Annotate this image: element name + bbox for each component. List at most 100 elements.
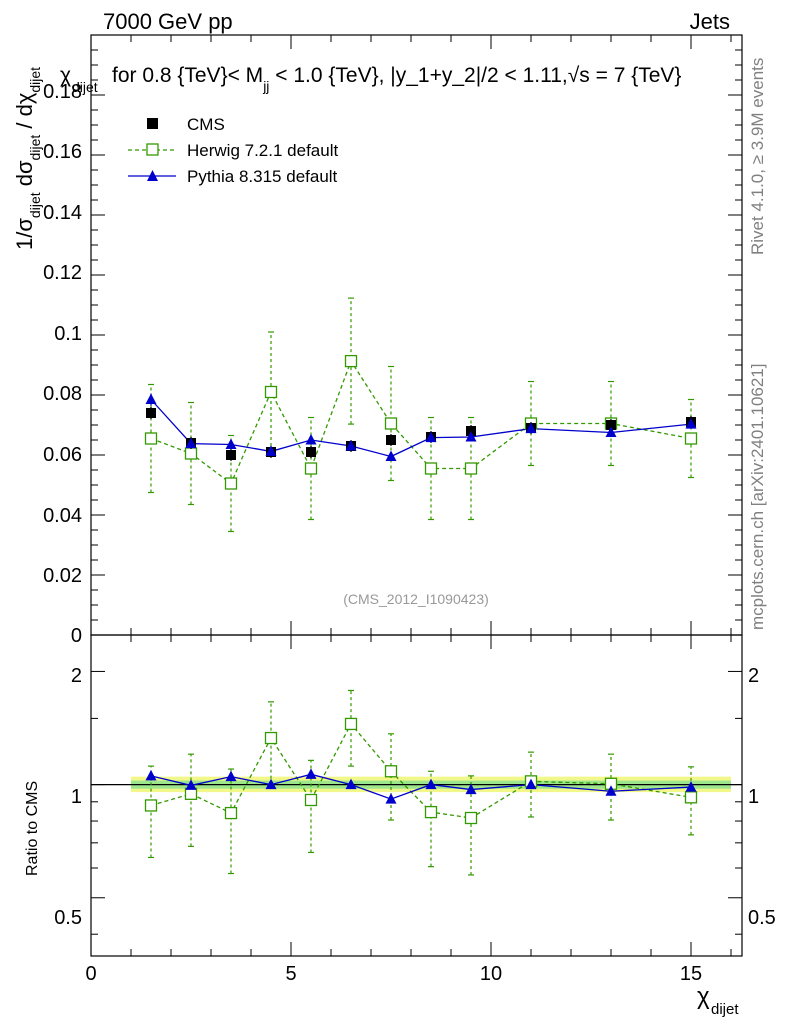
legend-label: CMS bbox=[187, 115, 225, 134]
legend-marker-herwig bbox=[146, 143, 159, 156]
axis-ticks bbox=[90, 34, 742, 956]
ratio-plot-frame bbox=[90, 634, 743, 957]
y-tick-label: 0.04 bbox=[43, 505, 82, 527]
herwig-point bbox=[344, 354, 358, 368]
pythia-point bbox=[525, 422, 537, 434]
ratio-tick-label: 0.5 bbox=[54, 907, 82, 929]
ratio-plot-series bbox=[91, 689, 742, 876]
herwig-line bbox=[150, 359, 692, 485]
pythia-point bbox=[385, 450, 397, 461]
pythia-ratio-point bbox=[605, 785, 617, 796]
y-tick-label: 0.1 bbox=[54, 323, 82, 345]
main-plot-series bbox=[144, 297, 698, 533]
ratio-y-axis-label: Ratio to CMS bbox=[24, 781, 41, 876]
mcplots-label: mcplots.cern.ch [arXiv:2401.10621] bbox=[748, 364, 767, 630]
legend-marker-cms bbox=[147, 118, 158, 129]
ratio-tick-label-right: 2 bbox=[748, 665, 759, 687]
herwig-ratio-point bbox=[264, 731, 278, 745]
herwig-point bbox=[384, 417, 398, 430]
ratio-tick-label-right: 0.5 bbox=[748, 907, 776, 929]
y-tick-label: 0.02 bbox=[43, 565, 82, 587]
herwig-point bbox=[304, 462, 318, 475]
x-axis-label: χ dijet bbox=[697, 983, 739, 1018]
pythia-ratio-point bbox=[465, 783, 477, 795]
herwig-ratio-point bbox=[384, 765, 398, 778]
legend-marker-pythia bbox=[147, 170, 158, 181]
x-tick-label: 5 bbox=[285, 963, 296, 985]
pythia-point bbox=[225, 438, 237, 449]
pythia-ratio-point bbox=[425, 778, 437, 790]
pythia-ratio-point bbox=[525, 778, 537, 790]
x-tick-label: 10 bbox=[480, 963, 502, 985]
herwig-ratio-point bbox=[184, 787, 198, 800]
analysis-watermark: (CMS_2012_I1090423) bbox=[343, 591, 489, 607]
pythia-ratio-point bbox=[185, 779, 197, 790]
legend: CMS Herwig 7.2.1 default Pythia 8.315 de… bbox=[128, 115, 338, 186]
title-main: for 0.8 {TeV}< Mjj < 1.0 {TeV}, |y_1+y_2… bbox=[112, 64, 681, 94]
cms-point bbox=[146, 408, 156, 418]
cms-point bbox=[226, 450, 236, 460]
x-tick-label: 15 bbox=[680, 963, 702, 985]
ratio-y-tick-labels: 0.5 1 2 0.5 1 2 bbox=[54, 665, 776, 929]
legend-entry-herwig: Herwig 7.2.1 default bbox=[128, 141, 338, 160]
herwig-ratio-point bbox=[304, 793, 318, 807]
pythia-ratio-point bbox=[225, 770, 237, 782]
legend-label: Pythia 8.315 default bbox=[187, 167, 338, 186]
legend-label: Herwig 7.2.1 default bbox=[187, 141, 338, 160]
pythia-ratio-point bbox=[385, 793, 397, 804]
x-tick-label: 0 bbox=[85, 963, 96, 985]
y-tick-label: 0.18 bbox=[43, 81, 82, 103]
y-tick-label: 0.08 bbox=[43, 383, 82, 405]
title-cut: for 0.8 {TeV}< M bbox=[112, 64, 263, 87]
cms-point bbox=[306, 447, 316, 457]
pythia-line bbox=[150, 399, 692, 458]
herwig-point bbox=[684, 432, 698, 445]
ratio-tick-label: 2 bbox=[71, 665, 82, 687]
ratio-tick-label: 1 bbox=[71, 786, 82, 808]
pythia-point bbox=[605, 426, 617, 437]
pythia-point bbox=[265, 445, 277, 456]
herwig-ratio-point bbox=[144, 799, 158, 812]
y-tick-label: 0.12 bbox=[43, 262, 82, 284]
pythia-point bbox=[425, 431, 437, 443]
pythia-ratio-point bbox=[345, 778, 357, 790]
herwig-point bbox=[424, 462, 438, 475]
x-tick-labels: 0 5 10 15 bbox=[85, 963, 702, 985]
pythia-ratio-point bbox=[265, 778, 277, 790]
energy-label: 7000 GeV pp bbox=[103, 9, 233, 34]
herwig-point bbox=[144, 432, 158, 445]
pythia-ratio-line bbox=[150, 773, 692, 800]
herwig-point bbox=[264, 385, 278, 399]
title-cut-rest: < 1.0 {TeV}, |y_1+y_2|/2 < 1.11,√s = 7 {… bbox=[269, 64, 681, 87]
title-cut-sub: jj bbox=[262, 78, 269, 94]
main-y-tick-labels: 0 0.02 0.04 0.06 0.08 0.1 0.12 0.14 0.16… bbox=[43, 81, 82, 647]
herwig-ratio-point bbox=[344, 717, 358, 731]
svg-text:χ: χ bbox=[697, 983, 710, 1010]
main-y-axis-label: 1/σdijet dσdijet / dχdijet bbox=[12, 67, 43, 250]
pythia-ratio-point bbox=[145, 769, 157, 781]
pythia-point bbox=[345, 440, 357, 451]
herwig-ratio-point bbox=[464, 811, 478, 825]
herwig-ratio-point bbox=[224, 806, 238, 820]
pythia-ratio-point bbox=[305, 768, 317, 779]
herwig-ratio-point bbox=[684, 791, 698, 804]
svg-text:dijet: dijet bbox=[711, 1001, 739, 1018]
title-prefix: χ bbox=[60, 64, 71, 87]
herwig-point bbox=[464, 462, 478, 475]
pythia-point bbox=[465, 431, 477, 442]
pythia-ratio-point bbox=[685, 781, 697, 792]
ratio-tick-label-right: 1 bbox=[748, 786, 759, 808]
pythia-point bbox=[305, 434, 317, 445]
y-tick-label: 0.06 bbox=[43, 444, 82, 466]
pythia-point bbox=[145, 393, 157, 404]
herwig-point bbox=[224, 477, 238, 490]
herwig-point bbox=[184, 447, 198, 460]
legend-entry-cms: CMS bbox=[147, 115, 225, 134]
plot-title: χ dijet for 0.8 {TeV}< Mjj < 1.0 {TeV}, … bbox=[60, 64, 681, 95]
pythia-point bbox=[185, 437, 197, 449]
y-tick-label: 0.16 bbox=[43, 141, 82, 163]
rivet-label: Rivet 4.1.0, ≥ 3.9M events bbox=[748, 58, 767, 255]
herwig-ratio-point bbox=[424, 805, 438, 819]
y-tick-label: 0.14 bbox=[43, 202, 82, 224]
